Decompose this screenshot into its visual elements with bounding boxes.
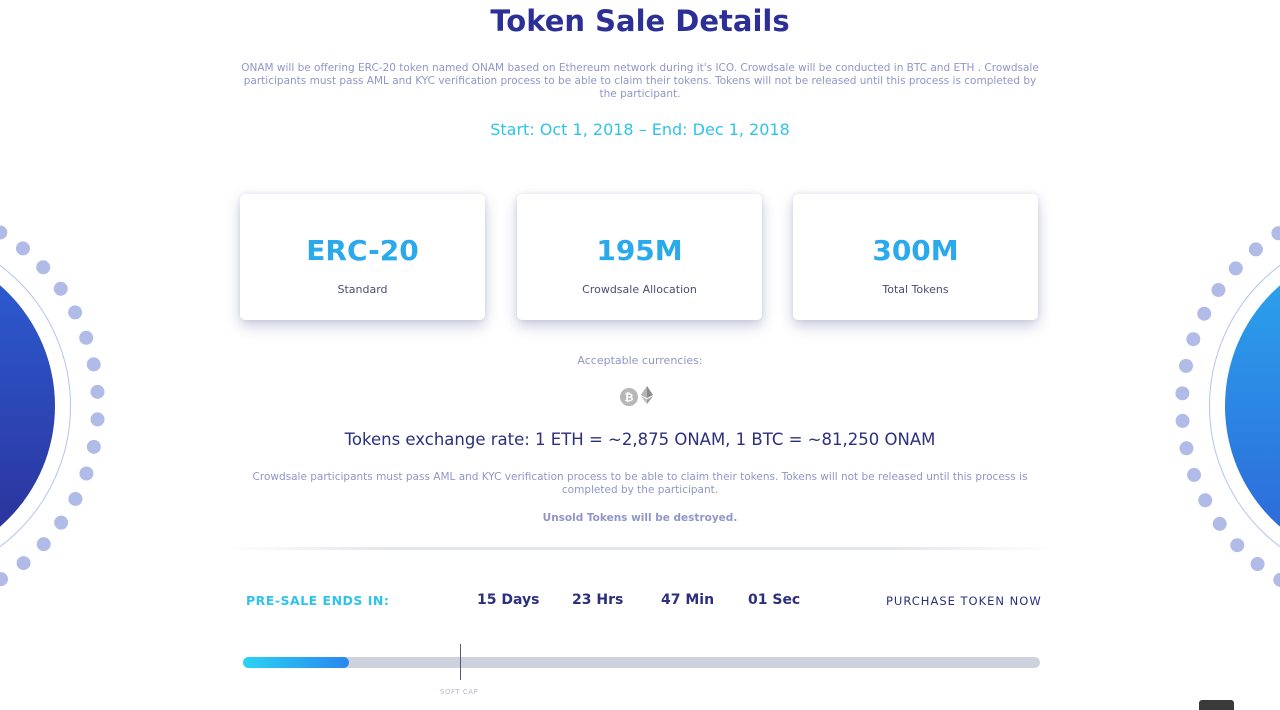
- crowdsale-allocation-value: 195M: [596, 234, 683, 267]
- purchase-token-button[interactable]: PURCHASE TOKEN NOW: [886, 594, 1042, 608]
- kyc-notice: Crowdsale participants must pass AML and…: [252, 471, 1028, 496]
- total-tokens-value: 300M: [872, 234, 959, 267]
- currency-icons: ₿: [620, 386, 653, 408]
- countdown-hours: 23 Hrs: [572, 592, 624, 608]
- ethereum-icon: [641, 386, 653, 408]
- standard-card: ERC-20 Standard: [240, 194, 485, 320]
- total-tokens-label: Total Tokens: [882, 283, 949, 296]
- left-decorative-circle: [0, 196, 105, 616]
- unsold-tokens-notice: Unsold Tokens will be destroyed.: [542, 512, 738, 524]
- exchange-rate: Tokens exchange rate: 1 ETH = ~2,875 ONA…: [344, 430, 936, 449]
- standard-value: ERC-20: [306, 234, 419, 267]
- section-divider: [225, 547, 1055, 550]
- scroll-to-top-button[interactable]: [1199, 700, 1234, 710]
- countdown-minutes: 47 Min: [661, 592, 715, 608]
- page-title: Token Sale Details: [490, 4, 790, 38]
- crowdsale-allocation-label: Crowdsale Allocation: [582, 283, 697, 296]
- right-decorative-circle: [1175, 196, 1280, 616]
- presale-ends-label: PRE-SALE ENDS IN:: [246, 593, 390, 608]
- intro-text: ONAM will be offering ERC-20 token named…: [241, 62, 1039, 100]
- sale-dates: Start: Oct 1, 2018 – End: Dec 1, 2018: [490, 120, 790, 139]
- soft-cap-label: SOFT CAP: [440, 688, 479, 696]
- acceptable-currencies-label: Acceptable currencies:: [577, 354, 703, 367]
- countdown-seconds: 01 Sec: [748, 592, 801, 608]
- standard-label: Standard: [337, 283, 388, 296]
- sale-progress-track: [243, 657, 1040, 668]
- sale-progress-fill: [243, 657, 349, 668]
- countdown-days: 15 Days: [477, 592, 540, 608]
- bitcoin-icon: ₿: [620, 388, 638, 406]
- total-tokens-card: 300M Total Tokens: [793, 194, 1038, 320]
- crowdsale-allocation-card: 195M Crowdsale Allocation: [517, 194, 762, 320]
- soft-cap-marker: [460, 644, 461, 680]
